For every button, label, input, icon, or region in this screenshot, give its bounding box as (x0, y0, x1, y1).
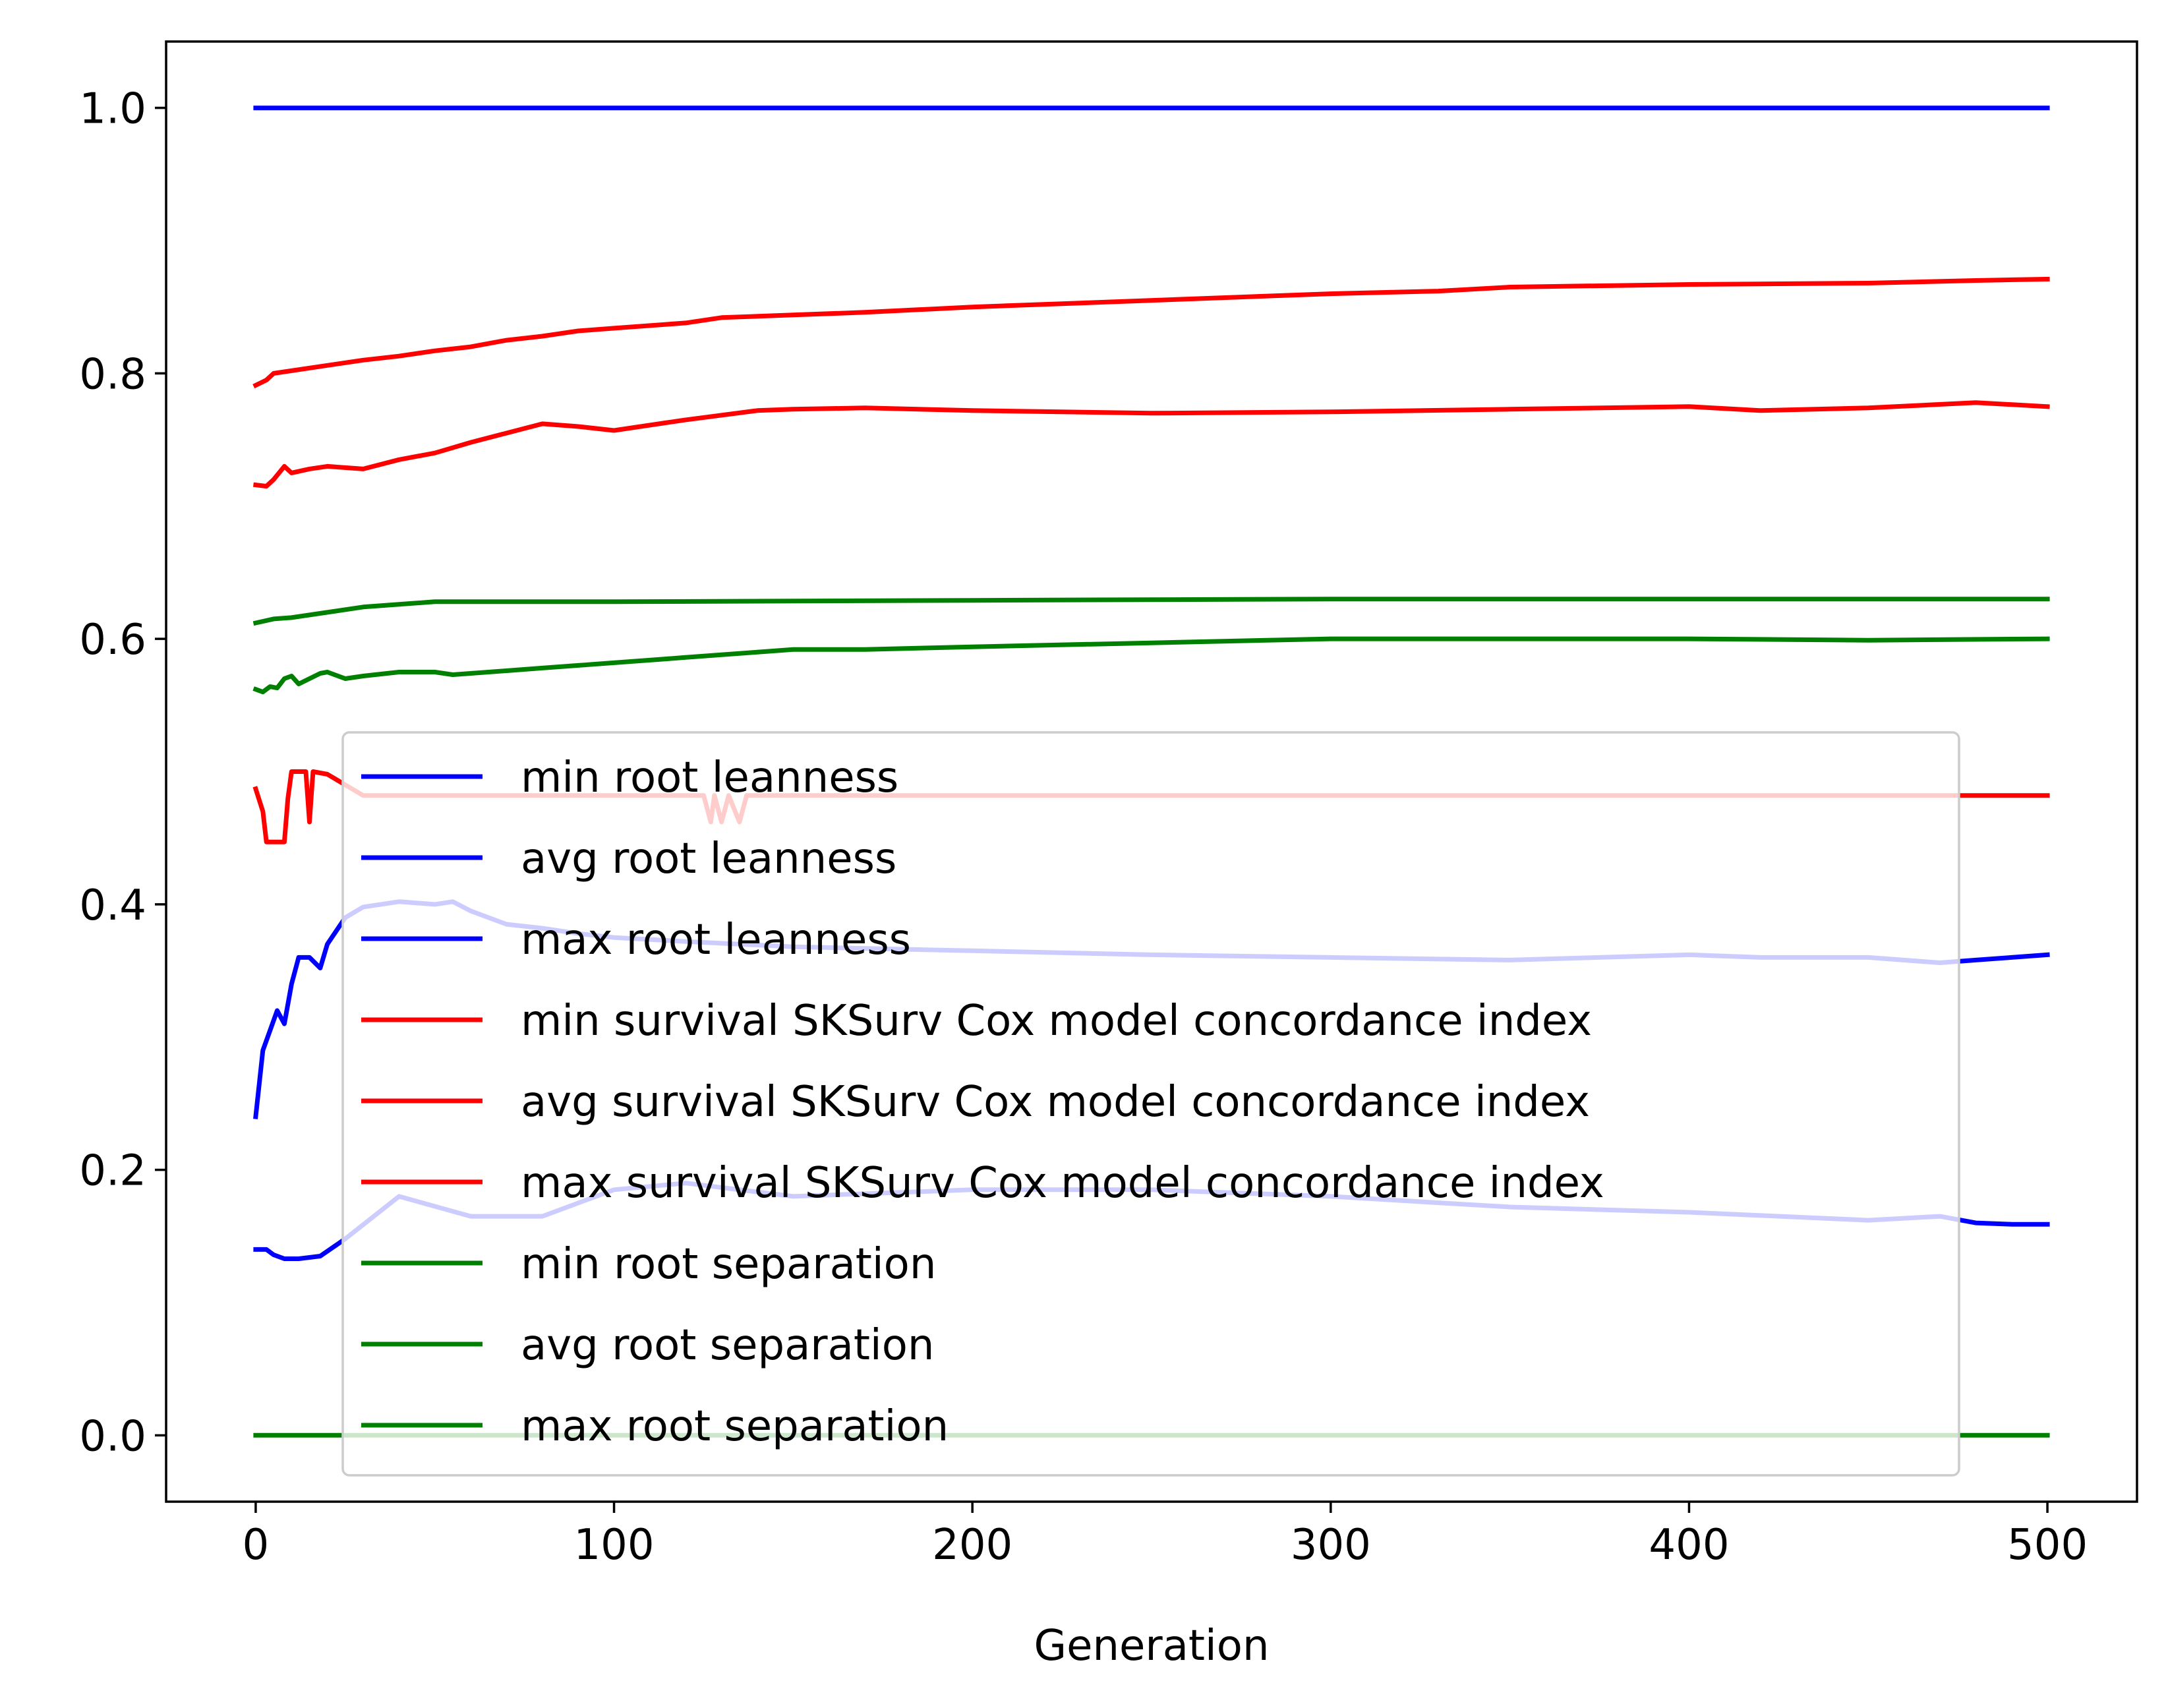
legend: min root leanness avg root leanness max ro… (341, 731, 1960, 1477)
legend-label-avg-root-separation: avg root separation (521, 1321, 934, 1370)
legend-label-avg-root-leanness: avg root leanness (521, 835, 896, 883)
series-line-max-root-separation (252, 597, 2050, 626)
x-tick-label: 400 (1649, 1521, 1729, 1570)
x-axis-label: Generation (1034, 1622, 1269, 1670)
series-line-max-survival-sksurv-cox-model-concordance-index (252, 276, 2050, 389)
y-axis-ticks: 0.0 0.2 0.4 0.6 0.8 1.0 (79, 85, 166, 1461)
x-tick-label: 200 (932, 1521, 1012, 1570)
legend-label-min-survival-sksurv-cox-model-concordance-index: min survival SKSurv Cox model concordanc… (521, 997, 1592, 1045)
y-tick-label: 0.6 (79, 616, 146, 664)
series-line-avg-root-separation (252, 636, 2050, 695)
legend-label-min-root-separation: min root separation (521, 1240, 936, 1289)
y-tick-label: 0.4 (79, 881, 146, 930)
series-line-avg-survival-sksurv-cox-model-concordance-index (252, 400, 2050, 489)
x-tick-label: 300 (1291, 1521, 1371, 1570)
legend-frame (341, 731, 1960, 1477)
y-tick-label: 1.0 (79, 85, 146, 134)
legend-label-max-root-separation: max root separation (521, 1402, 949, 1451)
legend-label-min-root-leanness: min root leanness (521, 753, 898, 802)
legend-label-max-root-leanness: max root leanness (521, 916, 911, 964)
x-axis-ticks: 0 100 200 300 400 500 (243, 1502, 2088, 1570)
y-tick-label: 0.2 (79, 1147, 146, 1196)
legend-items: min root leanness avg root leanness max ro… (361, 753, 1604, 1451)
x-tick-label: 500 (2007, 1521, 2088, 1570)
legend-label-avg-survival-sksurv-cox-model-concordance-index: avg survival SKSurv Cox model concordanc… (521, 1078, 1590, 1127)
x-tick-label: 100 (573, 1521, 654, 1570)
axes-frame (165, 40, 2138, 1503)
y-tick-label: 0.0 (79, 1412, 146, 1461)
x-tick-label: 0 (243, 1521, 270, 1570)
legend-label-max-survival-sksurv-cox-model-concordance-index: max survival SKSurv Cox model concordanc… (521, 1159, 1604, 1208)
y-tick-label: 0.8 (79, 350, 146, 399)
